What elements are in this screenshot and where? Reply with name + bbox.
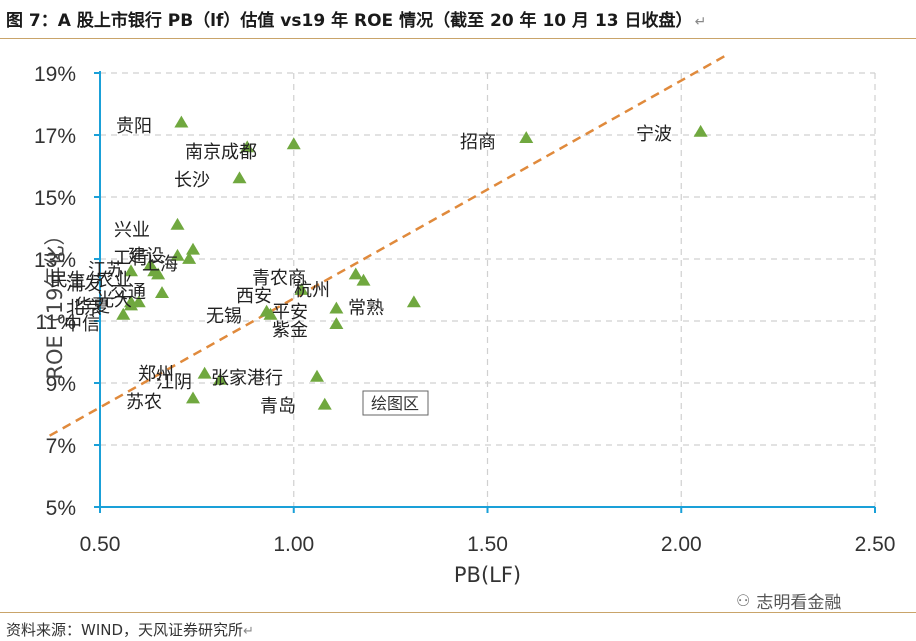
- point-marker: [151, 267, 166, 280]
- y-tick-label: 15%: [34, 187, 76, 210]
- point-label: 交通: [110, 282, 146, 303]
- point-marker: [406, 295, 421, 308]
- point-label: 工行: [113, 248, 149, 269]
- point-label: 北京: [66, 298, 102, 319]
- point-marker: [240, 140, 255, 153]
- point-marker: [197, 366, 212, 379]
- point-marker: [348, 267, 363, 280]
- point-marker: [124, 295, 138, 308]
- point-marker: [170, 248, 185, 261]
- point-label: 常熟: [348, 298, 384, 319]
- point-marker: [317, 397, 332, 410]
- point-label: 浦发: [66, 274, 102, 295]
- point-marker: [519, 131, 534, 143]
- y-tick-label: 9%: [46, 373, 76, 396]
- point-marker: [329, 317, 344, 329]
- point-label: 宁波: [636, 124, 672, 145]
- point-marker: [259, 304, 274, 317]
- point-label: 兴业: [114, 220, 150, 241]
- point-marker: [174, 115, 189, 128]
- point-marker: [213, 372, 228, 385]
- y-tick-label: 5%: [46, 497, 76, 520]
- point-marker: [294, 283, 309, 295]
- point-label: 招商: [460, 132, 496, 153]
- y-tick-label: 13%: [34, 249, 76, 272]
- point-marker: [693, 124, 708, 137]
- point-marker: [116, 307, 131, 320]
- watermark: ⚇ 志明看金融: [736, 588, 841, 613]
- point-marker: [186, 391, 200, 404]
- point-label: 民生: [50, 270, 86, 291]
- point-marker: [329, 301, 344, 314]
- y-tick-label: 17%: [34, 125, 76, 148]
- point-label: 西安: [236, 286, 272, 307]
- y-tick-label: 7%: [46, 435, 76, 458]
- point-label: 农业: [96, 270, 132, 291]
- point-label: 杭州: [294, 280, 330, 301]
- x-tick-label: 2.50: [855, 533, 896, 556]
- point-marker: [186, 242, 200, 255]
- point-marker: [155, 286, 169, 298]
- point-label: 中信: [64, 314, 100, 335]
- point-label: 建设: [128, 246, 164, 267]
- point-label: 上海: [142, 254, 178, 275]
- trend-line: [49, 53, 729, 437]
- point-label: 江苏: [88, 260, 124, 281]
- point-label: 张家港行: [211, 368, 283, 389]
- point-label: 江阴: [156, 372, 192, 393]
- top-divider: [0, 38, 916, 39]
- point-label: 贵阳: [116, 116, 152, 137]
- x-tick-label: 0.50: [80, 533, 121, 556]
- point-marker: [232, 171, 247, 184]
- point-label: 青农商: [252, 268, 306, 289]
- point-marker: [286, 137, 301, 150]
- bottom-divider: [0, 612, 916, 613]
- watermark-text: 志明看金融: [756, 593, 842, 613]
- point-label: 南京成都: [185, 142, 257, 163]
- point-marker: [310, 369, 324, 382]
- y-axis-title: ROE（19年化）: [43, 224, 67, 379]
- point-label: 郑州: [138, 364, 174, 385]
- point-marker: [124, 264, 138, 277]
- x-tick-label: 2.00: [661, 533, 702, 556]
- y-tick-label: 19%: [34, 63, 76, 86]
- y-tick-label: 11%: [36, 311, 76, 334]
- point-marker: [182, 252, 197, 264]
- point-label: 青岛: [260, 396, 296, 417]
- figure-title: 图 7：A 股上市银行 PB（lf）估值 vs19 年 ROE 情况（截至 20…: [6, 6, 706, 31]
- source-note: 资料来源：WIND，天风证券研究所↵: [6, 619, 254, 640]
- scatter-chart: 5% 7% 9% 11% 13% 15% 17% 19% 0.50 1.00 1.50 2.00 2.5…: [34, 53, 896, 587]
- plot-area-label: 绘图区: [371, 394, 419, 413]
- x-axis-title: PB(LF): [454, 563, 521, 587]
- point-label: 苏农: [126, 392, 162, 413]
- point-label: 长沙: [174, 170, 210, 191]
- wechat-icon: ⚇: [736, 591, 751, 610]
- point-marker: [170, 217, 185, 230]
- point-marker: [356, 273, 371, 286]
- point-label: 光大: [96, 290, 132, 311]
- x-tick-label: 1.00: [273, 533, 314, 556]
- point-label: 无锡: [206, 306, 242, 327]
- point-label: 紫金: [272, 320, 308, 341]
- return-mark-icon: ↵: [243, 624, 254, 639]
- point-label: 平安: [272, 302, 308, 323]
- point-label: 华夏: [74, 296, 110, 317]
- x-tick-label: 1.50: [467, 533, 508, 556]
- plot-area-box: [362, 390, 429, 416]
- figure-title-text: 图 7：A 股上市银行 PB（lf）估值 vs19 年 ROE 情况（截至 20…: [6, 11, 693, 31]
- return-mark-icon: ↵: [694, 14, 707, 30]
- source-text: 资料来源：WIND，天风证券研究所: [6, 621, 244, 639]
